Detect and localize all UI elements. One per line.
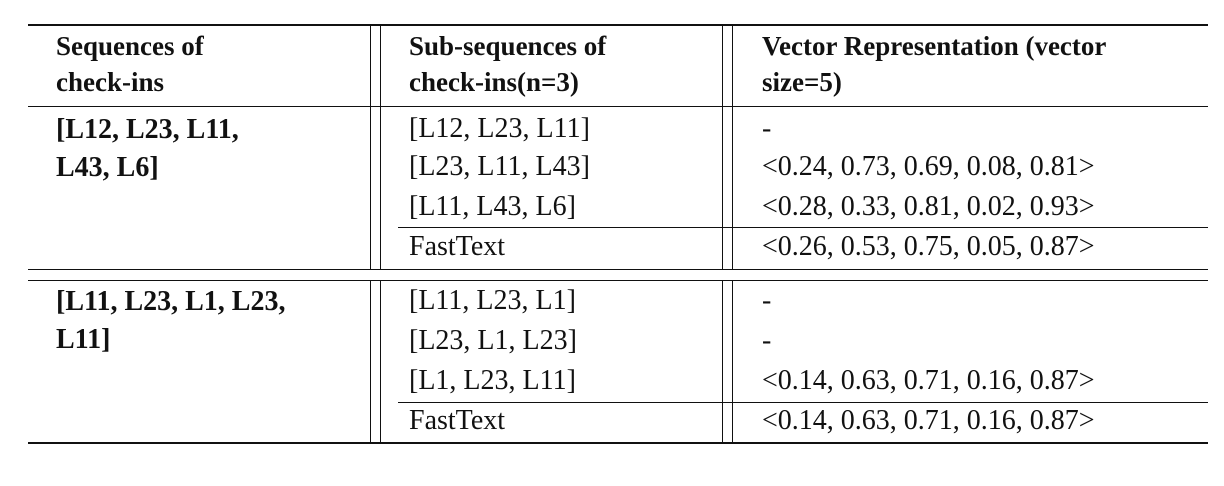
group1-fasttext-rule bbox=[398, 227, 1208, 228]
header-vector-line-1: Vector Representation (vector bbox=[762, 31, 1107, 61]
group2-sequence-line-1: [L11, L23, L1, L23, bbox=[56, 286, 286, 317]
group1-sequence: [L12, L23, L11, L43, L6] bbox=[56, 111, 239, 187]
group2-sequence: [L11, L23, L1, L23, L11] bbox=[56, 283, 285, 359]
header-subsequences-line-2: check-ins(n=3) bbox=[409, 67, 579, 97]
group2-sequence-line-2: L11] bbox=[56, 324, 111, 355]
header-rule bbox=[28, 106, 1208, 107]
col1-rule-a bbox=[370, 24, 371, 269]
group2-vector-1: - bbox=[762, 285, 772, 316]
col1-rule-b bbox=[380, 24, 381, 269]
header-subsequences: Sub-sequences of check-ins(n=3) bbox=[409, 28, 606, 100]
col2-rule-b bbox=[732, 24, 733, 269]
col1-rule-d bbox=[380, 280, 381, 442]
col2-rule-c bbox=[722, 280, 723, 442]
group1-sequence-line-2: L43, L6] bbox=[56, 152, 159, 183]
group-separator-rule-2 bbox=[28, 280, 1208, 281]
group1-vector-3: <0.28, 0.33, 0.81, 0.02, 0.93> bbox=[762, 191, 1095, 222]
group1-fasttext-label: FastText bbox=[409, 231, 506, 262]
group2-subsequence-1: [L11, L23, L1] bbox=[409, 285, 576, 316]
group1-subsequence-3: [L11, L43, L6] bbox=[409, 191, 576, 222]
header-subsequences-line-1: Sub-sequences of bbox=[409, 31, 607, 61]
group2-subsequence-2: [L23, L1, L23] bbox=[409, 325, 577, 356]
group1-vector-2: <0.24, 0.73, 0.69, 0.08, 0.81> bbox=[762, 151, 1095, 182]
group2-subsequence-3: [L1, L23, L11] bbox=[409, 365, 576, 396]
col1-rule-c bbox=[370, 280, 371, 442]
group2-fasttext-label: FastText bbox=[409, 405, 506, 436]
group1-vector-1: - bbox=[762, 113, 772, 144]
top-rule bbox=[28, 24, 1208, 26]
group1-sequence-line-1: [L12, L23, L11, bbox=[56, 114, 239, 145]
header-sequences: Sequences of check-ins bbox=[56, 28, 204, 100]
group1-subsequence-2: [L23, L11, L43] bbox=[409, 151, 590, 182]
group1-fasttext-vector: <0.26, 0.53, 0.75, 0.05, 0.87> bbox=[762, 231, 1095, 262]
col2-rule-a bbox=[722, 24, 723, 269]
header-sequences-line-1: Sequences of bbox=[56, 31, 204, 61]
header-vector: Vector Representation (vector size=5) bbox=[762, 28, 1106, 100]
group1-subsequence-1: [L12, L23, L11] bbox=[409, 113, 590, 144]
group2-fasttext-vector: <0.14, 0.63, 0.71, 0.16, 0.87> bbox=[762, 405, 1095, 436]
group2-fasttext-rule bbox=[398, 402, 1208, 403]
col2-rule-d bbox=[732, 280, 733, 442]
header-vector-line-2: size=5) bbox=[762, 67, 842, 97]
group2-vector-2: - bbox=[762, 325, 772, 356]
group2-vector-3: <0.14, 0.63, 0.71, 0.16, 0.87> bbox=[762, 365, 1095, 396]
group-separator-rule-1 bbox=[28, 269, 1208, 270]
bottom-rule bbox=[28, 442, 1208, 444]
header-sequences-line-2: check-ins bbox=[56, 67, 164, 97]
